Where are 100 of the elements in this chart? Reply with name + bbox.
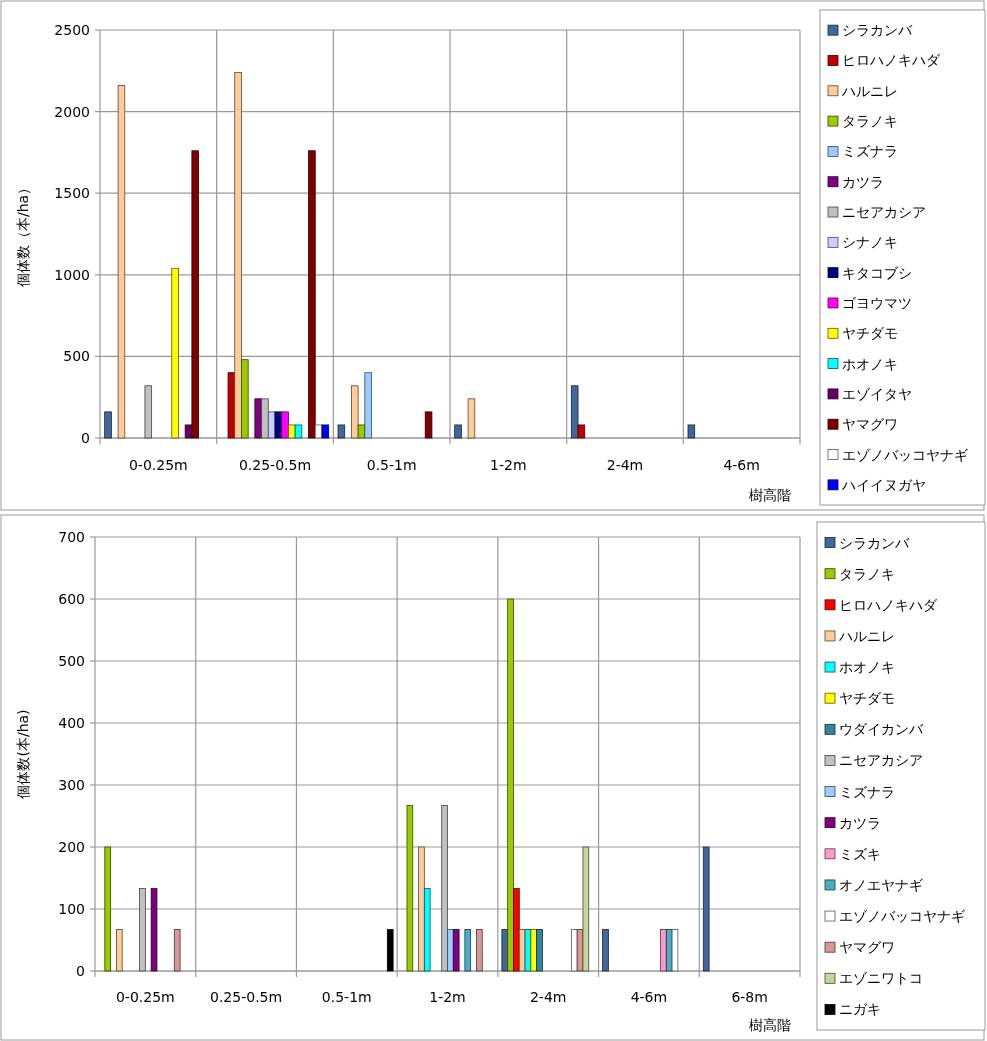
bar bbox=[406, 805, 414, 972]
bar bbox=[570, 385, 579, 439]
legend-label: カツラ bbox=[839, 814, 881, 831]
x-tick-label: 4-6m bbox=[723, 457, 760, 473]
legend-label: エゾニワトコ bbox=[839, 970, 923, 987]
bar bbox=[227, 372, 236, 439]
legend-label: エゾノバッコヤナギ bbox=[842, 446, 968, 463]
bar bbox=[441, 805, 448, 972]
bar bbox=[281, 411, 289, 439]
bar bbox=[476, 929, 483, 972]
legend-label: キタコブシ bbox=[842, 264, 912, 281]
legend-label: ニセアカシア bbox=[839, 752, 923, 769]
bar bbox=[507, 598, 514, 972]
bar bbox=[513, 888, 520, 972]
bar bbox=[357, 424, 366, 439]
legend-label: ハルニレ bbox=[841, 82, 898, 99]
bar bbox=[116, 929, 123, 972]
bar bbox=[173, 929, 181, 972]
y-tick-label: 500 bbox=[58, 653, 85, 669]
bar bbox=[104, 411, 112, 439]
legend-label: ヤチダモ bbox=[839, 690, 895, 707]
x-tick-label: 4-6m bbox=[630, 989, 668, 1005]
legend-label: エゾノバッコヤナギ bbox=[839, 908, 965, 925]
x-tick-label: 0.5-1m bbox=[321, 989, 372, 1005]
legend-label: タラノキ bbox=[839, 565, 895, 582]
bar bbox=[501, 929, 509, 972]
y-tick-label: 600 bbox=[58, 591, 85, 607]
y-tick-label: 300 bbox=[58, 777, 85, 793]
bar bbox=[687, 424, 696, 439]
y-tick-label: 500 bbox=[63, 348, 90, 365]
x-tick-label: 6-8m bbox=[731, 989, 768, 1005]
y-tick-label: 1500 bbox=[54, 185, 90, 202]
y-tick-label: 400 bbox=[58, 715, 85, 731]
y-axis-title: 個体数（本/ha） bbox=[15, 180, 31, 288]
x-tick-label: 0-0.25m bbox=[115, 989, 175, 1005]
bar bbox=[467, 398, 476, 439]
bar bbox=[536, 929, 543, 972]
y-tick-label: 0 bbox=[81, 430, 90, 446]
bar bbox=[464, 929, 472, 972]
legend-label: ヒロハノキハダ bbox=[842, 52, 941, 69]
x-tick-label: 1-2m bbox=[429, 989, 466, 1005]
legend-label: ニガキ bbox=[839, 1001, 881, 1018]
legend-label: シナノキ bbox=[842, 234, 898, 251]
bar bbox=[524, 929, 532, 972]
bar bbox=[423, 888, 431, 972]
bar bbox=[150, 888, 158, 972]
legend-label: ミズナラ bbox=[839, 783, 895, 800]
bar bbox=[447, 929, 454, 972]
legend-label: オノエヤナギ bbox=[839, 876, 923, 893]
bar bbox=[386, 929, 394, 972]
y-tick-label: 2000 bbox=[54, 103, 90, 120]
bar bbox=[364, 372, 372, 439]
bar bbox=[144, 385, 153, 439]
bar bbox=[530, 929, 538, 972]
bar bbox=[570, 929, 578, 972]
bar bbox=[337, 424, 346, 439]
bar bbox=[351, 385, 359, 439]
bar bbox=[454, 424, 462, 439]
bar bbox=[321, 424, 330, 439]
legend-label: ミズナラ bbox=[842, 143, 898, 160]
legend-label: ウダイカンバ bbox=[839, 721, 924, 738]
bar bbox=[171, 267, 179, 439]
legend-label: ミズキ bbox=[839, 845, 881, 862]
bar bbox=[234, 72, 242, 439]
x-tick-label: 0.25-0.5m bbox=[238, 457, 312, 473]
y-tick-label: 100 bbox=[58, 901, 85, 917]
bar bbox=[418, 846, 425, 972]
x-tick-label: 0.25-0.5m bbox=[210, 989, 283, 1005]
x-tick-label: 0-0.25m bbox=[128, 457, 188, 473]
x-tick-label: 1-2m bbox=[490, 457, 527, 473]
legend-label: ヒロハノキハダ bbox=[839, 596, 938, 613]
bar bbox=[117, 85, 126, 439]
y-tick-label: 700 bbox=[58, 529, 85, 545]
bar bbox=[261, 398, 269, 439]
legend-label: エゾイタヤ bbox=[842, 385, 912, 402]
legend-label: ハルニレ bbox=[838, 627, 895, 644]
legend-label: シラカンバ bbox=[839, 534, 910, 551]
x-tick-label: 2-4m bbox=[529, 989, 567, 1005]
x-axis-title: 樹高階 bbox=[749, 487, 791, 503]
bar bbox=[139, 888, 146, 972]
legend-label: シラカンバ bbox=[842, 22, 913, 39]
bar bbox=[274, 411, 283, 439]
legend-label: ホオノキ bbox=[842, 355, 898, 372]
x-tick-label: 0.5-1m bbox=[366, 457, 417, 473]
bar bbox=[424, 411, 433, 439]
bar bbox=[452, 929, 460, 972]
legend-label: タラノキ bbox=[842, 113, 898, 130]
bar bbox=[191, 150, 199, 439]
legend-label: カツラ bbox=[842, 173, 884, 190]
bar bbox=[104, 846, 112, 972]
legend-label: ホオノキ bbox=[839, 659, 895, 676]
legend-label: ゴヨウマツ bbox=[842, 294, 912, 311]
legend-label: ヤチダモ bbox=[842, 325, 898, 342]
bar bbox=[702, 846, 710, 972]
y-tick-label: 0 bbox=[76, 963, 85, 979]
legend-label: ヤマグワ bbox=[839, 939, 895, 956]
y-axis-title: 個体数(本/ha) bbox=[15, 709, 31, 799]
y-tick-label: 2500 bbox=[54, 22, 90, 38]
bar bbox=[308, 150, 316, 439]
bar bbox=[671, 929, 679, 972]
